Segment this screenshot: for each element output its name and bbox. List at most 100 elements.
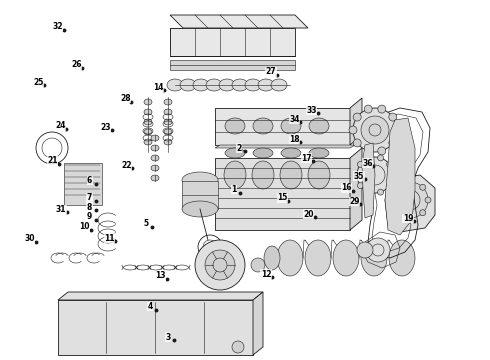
Polygon shape — [215, 108, 350, 145]
Polygon shape — [215, 158, 350, 230]
Text: 12: 12 — [261, 270, 271, 279]
Text: 19: 19 — [403, 214, 413, 223]
Polygon shape — [253, 292, 263, 355]
Ellipse shape — [182, 172, 218, 188]
Text: 21: 21 — [48, 156, 58, 165]
Ellipse shape — [219, 79, 235, 91]
Ellipse shape — [193, 79, 209, 91]
Circle shape — [389, 197, 395, 203]
Polygon shape — [350, 98, 362, 145]
Text: 30: 30 — [24, 234, 35, 243]
Text: 14: 14 — [153, 82, 163, 91]
Ellipse shape — [182, 201, 218, 217]
Bar — [170, 60, 295, 70]
Ellipse shape — [225, 148, 245, 158]
Text: 31: 31 — [56, 205, 66, 214]
Polygon shape — [170, 28, 183, 50]
Ellipse shape — [308, 161, 330, 189]
Bar — [182, 181, 218, 209]
Text: 1: 1 — [231, 185, 237, 194]
Circle shape — [357, 242, 373, 258]
Circle shape — [357, 183, 364, 189]
Circle shape — [367, 155, 372, 161]
Text: 26: 26 — [71, 60, 81, 69]
Circle shape — [420, 184, 426, 190]
Polygon shape — [350, 148, 362, 230]
Ellipse shape — [164, 99, 172, 105]
Ellipse shape — [253, 118, 273, 134]
Circle shape — [394, 184, 400, 190]
Text: 3: 3 — [165, 333, 171, 342]
Text: 22: 22 — [121, 161, 131, 170]
Ellipse shape — [225, 118, 245, 134]
Ellipse shape — [309, 118, 329, 134]
Bar — [58, 300, 253, 355]
Ellipse shape — [144, 139, 152, 145]
Text: 10: 10 — [79, 222, 90, 231]
Text: 4: 4 — [147, 302, 152, 311]
Text: 18: 18 — [289, 135, 300, 144]
Polygon shape — [385, 118, 415, 235]
Text: 28: 28 — [120, 94, 131, 103]
Ellipse shape — [271, 79, 287, 91]
Circle shape — [353, 108, 397, 152]
Text: 9: 9 — [87, 212, 92, 221]
Ellipse shape — [151, 155, 159, 161]
Ellipse shape — [164, 139, 172, 145]
Text: 23: 23 — [100, 123, 111, 132]
Text: 2: 2 — [236, 144, 242, 153]
Circle shape — [389, 113, 397, 121]
Bar — [64, 163, 102, 205]
Ellipse shape — [264, 246, 280, 270]
Ellipse shape — [280, 161, 302, 189]
Text: 5: 5 — [144, 219, 148, 228]
Ellipse shape — [258, 79, 274, 91]
Ellipse shape — [232, 79, 248, 91]
Circle shape — [367, 189, 372, 195]
Circle shape — [389, 139, 397, 147]
Circle shape — [353, 139, 361, 147]
Circle shape — [361, 116, 389, 144]
Ellipse shape — [164, 109, 172, 115]
Ellipse shape — [333, 240, 359, 276]
Circle shape — [393, 126, 401, 134]
Text: 24: 24 — [55, 121, 65, 130]
Ellipse shape — [151, 175, 159, 181]
Text: 7: 7 — [87, 193, 92, 202]
Ellipse shape — [151, 165, 159, 171]
Circle shape — [353, 113, 361, 121]
Ellipse shape — [245, 79, 261, 91]
Circle shape — [205, 250, 235, 280]
Ellipse shape — [144, 109, 152, 115]
Ellipse shape — [151, 145, 159, 151]
Circle shape — [251, 258, 265, 272]
Text: 34: 34 — [289, 115, 299, 124]
Ellipse shape — [281, 148, 301, 158]
Ellipse shape — [253, 148, 273, 158]
Polygon shape — [215, 145, 355, 148]
Circle shape — [364, 105, 372, 113]
Text: 17: 17 — [301, 154, 312, 163]
Ellipse shape — [144, 99, 152, 105]
Text: 11: 11 — [104, 234, 114, 243]
Circle shape — [195, 240, 245, 290]
Text: 16: 16 — [342, 183, 352, 192]
Ellipse shape — [361, 240, 387, 276]
Ellipse shape — [309, 148, 329, 158]
Circle shape — [378, 189, 384, 195]
Circle shape — [387, 183, 392, 189]
Ellipse shape — [164, 129, 172, 135]
Text: 32: 32 — [52, 22, 63, 31]
Ellipse shape — [252, 161, 274, 189]
Ellipse shape — [305, 240, 331, 276]
Text: 27: 27 — [266, 67, 276, 76]
Circle shape — [390, 172, 396, 178]
Polygon shape — [170, 15, 308, 28]
Circle shape — [378, 155, 384, 161]
Ellipse shape — [164, 119, 172, 125]
Text: 36: 36 — [362, 159, 372, 168]
Circle shape — [354, 172, 360, 178]
Text: 20: 20 — [303, 210, 314, 219]
Ellipse shape — [144, 119, 152, 125]
Circle shape — [378, 105, 386, 113]
